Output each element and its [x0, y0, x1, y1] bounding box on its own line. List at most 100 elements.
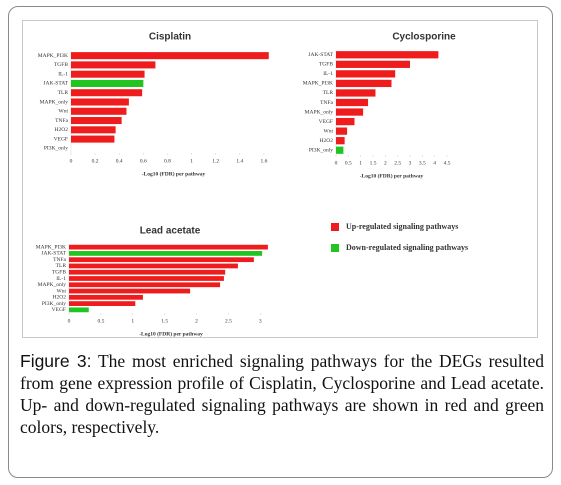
- x-tick-label: 2.5: [225, 318, 232, 324]
- y-tick-label: JAK-STAT: [41, 251, 66, 257]
- y-tick-label: MAPK_PI3K: [36, 244, 66, 250]
- bar: [71, 98, 129, 106]
- y-tick-label: TGFB: [52, 269, 66, 275]
- bar: [69, 301, 136, 306]
- chart-title: Lead acetate: [140, 226, 201, 237]
- figure-box: [22, 20, 538, 338]
- y-tick-label: PI3K_only: [42, 301, 66, 307]
- y-tick-label: TLR: [323, 90, 334, 96]
- y-tick-label: VEGF: [54, 136, 68, 142]
- x-tick-label: 1.5: [161, 318, 168, 324]
- x-tick-label: 1.4: [236, 158, 243, 164]
- bar: [69, 251, 263, 256]
- x-tick-label: 0.5: [97, 318, 104, 324]
- chart-title: Cisplatin: [149, 32, 191, 43]
- bar: [336, 137, 345, 145]
- y-tick-label: TLR: [58, 90, 69, 96]
- x-tick-label: 2: [195, 318, 198, 324]
- x-tick-label: 4: [433, 160, 436, 166]
- x-tick-label: 2: [384, 160, 387, 166]
- bar: [69, 276, 224, 281]
- legend-label: Up-regulated signaling pathways: [346, 222, 458, 231]
- x-tick-label: 0: [335, 160, 338, 166]
- bar: [69, 282, 221, 288]
- y-tick-label: MAPK_PI3K: [303, 81, 333, 87]
- y-tick-label: MAPK_only: [305, 109, 334, 115]
- x-tick-label: 3.5: [419, 160, 426, 166]
- legend-swatch: [331, 244, 339, 252]
- bar: [71, 79, 144, 87]
- x-tick-label: 1.5: [370, 160, 377, 166]
- bar: [336, 51, 439, 59]
- x-axis-label: -Log10 (FDR) per pathway: [139, 330, 203, 337]
- y-tick-label: Wnt: [59, 109, 69, 115]
- x-axis-label: -Log10 (FDR) per pathway: [360, 172, 424, 179]
- bar: [71, 89, 143, 97]
- y-tick-label: TNFa: [55, 118, 68, 124]
- bar: [71, 135, 115, 143]
- x-tick-label: 0.6: [140, 158, 147, 164]
- x-tick-label: 3: [409, 160, 412, 166]
- y-tick-label: MAPK_only: [38, 282, 67, 288]
- y-tick-label: TGFB: [54, 62, 68, 68]
- bar: [71, 117, 122, 125]
- bar: [71, 107, 127, 115]
- x-tick-label: 1: [131, 318, 134, 324]
- y-tick-label: MAPK_only: [40, 99, 69, 105]
- bar: [71, 52, 269, 60]
- caption: Figure 3: The most enriched signaling pa…: [20, 350, 544, 438]
- bar: [71, 61, 156, 69]
- y-tick-label: H2O2: [320, 138, 334, 144]
- bar: [69, 257, 254, 263]
- bar: [69, 288, 191, 294]
- y-tick-label: TNFa: [53, 257, 66, 263]
- y-tick-label: IL-1: [323, 71, 333, 77]
- caption-label: Figure 3:: [20, 351, 92, 371]
- figure: Cisplatin 0 0.2 0.4 0.6 0.8 1 1.2 1.4 1.6 -Log10 (…: [36, 32, 468, 338]
- y-tick-label: Wnt: [324, 128, 334, 134]
- x-tick-label: 0.2: [92, 158, 99, 164]
- y-tick-label: JAK-STAT: [308, 52, 333, 58]
- bar: [336, 146, 344, 154]
- bar: [336, 70, 396, 78]
- y-tick-label: MAPK_PI3K: [38, 53, 68, 59]
- y-tick-label: VEGF: [319, 119, 333, 125]
- y-tick-label: VEGF: [52, 307, 66, 313]
- bar: [336, 108, 364, 116]
- x-tick-label: 3: [259, 318, 262, 324]
- bar: [71, 126, 116, 134]
- bar: [336, 117, 355, 126]
- bar: [336, 89, 376, 97]
- x-tick-label: 0: [70, 158, 73, 164]
- frame: [8, 6, 553, 478]
- chart-title: Cyclosporine: [392, 32, 456, 43]
- x-tick-label: 0.5: [345, 160, 352, 166]
- x-tick-label: 1.6: [261, 158, 268, 164]
- y-tick-label: TLR: [56, 263, 67, 269]
- x-tick-label: 0.4: [116, 158, 123, 164]
- y-tick-label: PI3K_only: [44, 146, 68, 152]
- y-tick-label: JAK-STAT: [43, 81, 68, 87]
- y-tick-label: IL-1: [56, 276, 66, 282]
- bar: [69, 307, 89, 313]
- x-tick-label: 0.8: [164, 158, 171, 164]
- bar: [69, 244, 268, 250]
- x-tick-label: 2.5: [394, 160, 401, 166]
- bar: [336, 60, 410, 68]
- bar: [69, 263, 238, 269]
- caption-text: The most enriched signaling pathways for…: [20, 351, 545, 437]
- bar: [336, 79, 392, 88]
- y-tick-label: H2O2: [55, 127, 69, 133]
- y-tick-label: TNFa: [320, 100, 333, 106]
- bar: [336, 127, 348, 135]
- legend-label: Down-regulated signaling pathways: [346, 243, 468, 252]
- y-tick-label: PI3K_only: [309, 147, 333, 153]
- x-tick-label: 1: [190, 158, 193, 164]
- x-tick-label: 1: [359, 160, 362, 166]
- x-axis-label: -Log10 (FDR) per pathway: [142, 170, 206, 177]
- y-tick-label: H2O2: [53, 295, 67, 301]
- bar: [336, 98, 369, 107]
- x-tick-label: 0: [68, 318, 71, 324]
- legend-swatch: [331, 223, 339, 231]
- y-tick-label: IL-1: [58, 71, 68, 77]
